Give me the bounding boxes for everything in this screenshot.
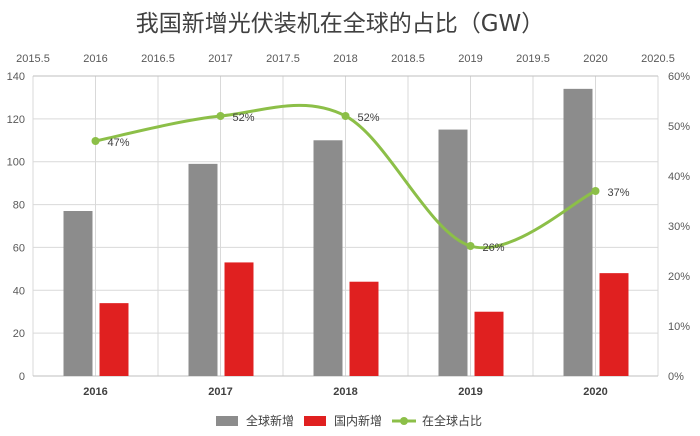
bar — [438, 129, 468, 376]
chart-title: 我国新增光伏装机在全球的占比（GW） — [136, 11, 545, 37]
legend-label: 国内新增 — [334, 413, 382, 428]
x-top-tick-label: 2017.5 — [266, 53, 300, 65]
x-top-tick-label: 2017 — [208, 53, 232, 65]
x-top-tick-label: 2020 — [583, 53, 607, 65]
x-top-tick-label: 2015.5 — [16, 53, 50, 65]
share-data-label: 47% — [108, 137, 130, 149]
y-right-tick-label: 20% — [668, 271, 690, 283]
bar — [349, 281, 379, 376]
share-data-label: 37% — [608, 187, 630, 199]
share-point — [341, 112, 350, 120]
y-right-tick-label: 0% — [668, 371, 684, 383]
x-top-tick-label: 2019 — [458, 53, 482, 65]
legend-line-marker — [400, 417, 408, 425]
share-point — [466, 242, 475, 250]
y-left-tick-label: 80 — [13, 200, 25, 212]
share-line-path — [94, 103, 597, 250]
y-right-tick-label: 30% — [668, 221, 690, 233]
legend-swatch — [304, 416, 326, 426]
y-right-tick-label: 10% — [668, 321, 690, 333]
bar — [563, 88, 593, 376]
x-top-tick-label: 2016 — [83, 53, 107, 65]
x-top-tick-label: 2020.5 — [641, 53, 675, 65]
y-left-tick-label: 120 — [7, 114, 25, 126]
x-top-tick-label: 2019.5 — [516, 53, 550, 65]
left-axis-ticks: 0 20 40 60 80 100 120 140 — [7, 71, 25, 383]
bars — [63, 88, 629, 376]
y-left-tick-label: 40 — [13, 285, 25, 297]
share-data-label: 52% — [233, 112, 255, 124]
y-left-tick-label: 60 — [13, 242, 25, 254]
x-top-tick-label: 2018 — [333, 53, 357, 65]
share-line: 47% 52% 52% 26% 37% — [91, 103, 630, 254]
x-top-tick-label: 2018.5 — [391, 53, 425, 65]
bar — [224, 262, 254, 376]
legend-label: 在全球占比 — [422, 413, 482, 428]
category-labels: 2016 2017 2018 2019 2020 — [83, 386, 607, 398]
share-point — [591, 187, 600, 195]
y-left-tick-label: 140 — [7, 71, 25, 83]
y-left-tick-label: 100 — [7, 157, 25, 169]
y-right-tick-label: 60% — [668, 71, 690, 83]
right-axis-ticks: 0% 10% 20% 30% 40% 50% 60% — [668, 71, 690, 383]
top-axis-ticks: 2015.5 2016 2016.5 2017 2017.5 2018 2018.5 2019… — [16, 53, 675, 65]
bar — [188, 163, 218, 376]
bar — [474, 311, 504, 376]
y-right-tick-label: 50% — [668, 121, 690, 133]
x-category-label: 2019 — [458, 386, 482, 398]
y-left-tick-label: 0 — [19, 371, 25, 383]
x-top-tick-label: 2016.5 — [141, 53, 175, 65]
x-category-label: 2020 — [583, 386, 607, 398]
bar — [99, 303, 129, 376]
legend: 全球新增 国内新增 在全球占比 — [216, 413, 482, 428]
bar — [313, 140, 343, 376]
x-category-label: 2018 — [333, 386, 357, 398]
bar — [63, 211, 93, 376]
share-data-label: 26% — [483, 242, 505, 254]
y-left-tick-label: 20 — [13, 328, 25, 340]
x-category-label: 2016 — [83, 386, 107, 398]
bar — [599, 273, 629, 376]
legend-label: 全球新增 — [246, 413, 294, 428]
share-point — [91, 137, 100, 145]
x-category-label: 2017 — [208, 386, 232, 398]
share-point — [216, 112, 225, 120]
legend-swatch — [216, 416, 238, 426]
share-data-label: 52% — [358, 112, 380, 124]
y-right-tick-label: 40% — [668, 171, 690, 183]
